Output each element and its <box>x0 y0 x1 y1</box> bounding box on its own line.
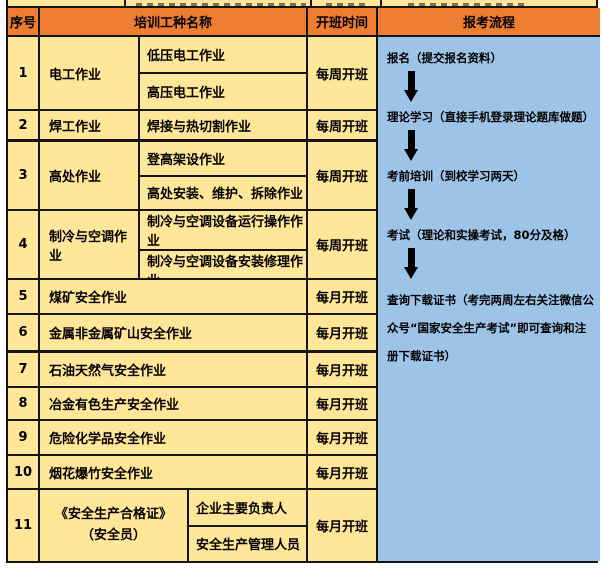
row-number: 4 <box>8 211 40 278</box>
row-number: 5 <box>8 280 40 313</box>
training-category-group: 《安全生产合格证》 （安全员） 企业主要负责人 安全生产管理人员 <box>40 490 308 561</box>
training-category: 焊工作业 <box>40 111 140 139</box>
row-number: 10 <box>8 456 40 488</box>
sub-item-list: 低压电工作业 高压电工作业 <box>140 37 306 109</box>
process-step: 理论学习（直接手机登录理论题库做题） <box>387 110 594 124</box>
training-category: 煤矿安全作业 <box>40 280 308 313</box>
col-header-time: 开班时间 <box>308 8 378 35</box>
table-canvas: 序号 培训工种名称 开班时间 1 电工作业 低压电工作业 高压电工作业 每周开班 <box>6 0 600 563</box>
table-row: 6 金属非金属矿山安全作业 每月开班 <box>8 315 378 353</box>
table-row: 4 制冷与空调作业 制冷与空调设备运行操作作业 制冷与空调设备安装修理作业 每周… <box>8 211 378 289</box>
divider <box>124 0 126 6</box>
training-category-group: 高处作业 登高架设作业 高处安装、维护、拆除作业 <box>40 142 308 209</box>
sub-item-list: 制冷与空调设备运行操作作业 制冷与空调设备安装修理作业 <box>140 211 306 289</box>
training-category: 危险化学品安全作业 <box>40 421 308 454</box>
table-row: 9 危险化学品安全作业 每月开班 <box>8 421 378 456</box>
training-category: 高处作业 <box>40 142 140 209</box>
schedule-cell: 每周开班 <box>308 111 378 139</box>
down-arrow-icon <box>404 71 419 102</box>
training-category: 制冷与空调作业 <box>40 211 140 278</box>
sub-item: 高处安装、维护、拆除作业 <box>140 174 306 210</box>
sub-item: 企业主要负责人 <box>196 501 288 517</box>
cutoff-row-top <box>6 0 598 6</box>
arrow-head <box>404 90 418 102</box>
training-category: 《安全生产合格证》 （安全员） <box>40 490 189 561</box>
schedule-cell: 每周开班 <box>308 37 378 109</box>
sub-item-list: 登高架设作业 高处安装、维护、拆除作业 <box>140 142 306 209</box>
table-row: 8 冶金有色生产安全作业 每月开班 <box>8 388 378 421</box>
table-row: 3 高处作业 登高架设作业 高处安装、维护、拆除作业 每周开班 <box>8 142 378 211</box>
training-category-group: 电工作业 低压电工作业 高压电工作业 <box>40 37 308 109</box>
training-category-group: 焊工作业 焊接与热切割作业 <box>40 111 308 139</box>
sub-item: 低压电工作业 <box>147 49 226 64</box>
clipped-text-fragment <box>408 3 528 6</box>
process-step: 考试（理论和实操考试，80分及格） <box>387 228 576 242</box>
arrow-stem <box>408 71 415 91</box>
training-category: 烟花爆竹安全作业 <box>40 456 308 488</box>
training-category: 电工作业 <box>40 37 140 109</box>
arrow-head <box>404 149 418 161</box>
arrow-head <box>404 208 418 220</box>
arrow-stem <box>408 248 415 268</box>
clipped-text-fragment <box>136 3 306 6</box>
category-line: 《安全生产合格证》 <box>54 506 172 522</box>
process-step: 查询下载证书（考完两周左右关注微信公众号“国家安全生产考试”即可查询和注册下载证… <box>387 293 594 364</box>
down-arrow-icon <box>404 248 419 279</box>
table-row: 7 石油天然气安全作业 每月开班 <box>8 353 378 388</box>
process-flow: 报名（提交报名资料） 理论学习（直接手机登录理论题库做题） 考前培训（到校学习两… <box>378 37 600 561</box>
schedule-cell: 每月开班 <box>308 353 378 386</box>
training-category: 石油天然气安全作业 <box>40 353 308 386</box>
table-row: 1 电工作业 低压电工作业 高压电工作业 每周开班 <box>8 37 378 111</box>
schedule-cell: 每月开班 <box>308 421 378 454</box>
sub-item: 安全生产管理人员 <box>189 524 306 562</box>
arrow-head <box>404 267 418 279</box>
schedule-cell: 每月开班 <box>308 315 378 350</box>
divider <box>310 0 312 6</box>
row-number: 11 <box>8 490 40 561</box>
divider <box>380 0 382 6</box>
row-number: 2 <box>8 111 40 139</box>
training-category-group: 制冷与空调作业 制冷与空调设备运行操作作业 制冷与空调设备安装修理作业 <box>40 211 308 289</box>
sub-item-list: 企业主要负责人 安全生产管理人员 <box>189 490 306 561</box>
clipped-text-fragment <box>326 3 370 6</box>
arrow-stem <box>408 130 415 150</box>
training-table: 序号 培训工种名称 开班时间 1 电工作业 低压电工作业 高压电工作业 每周开班 <box>6 6 600 563</box>
row-number: 6 <box>8 315 40 350</box>
col-header-process: 报考流程 <box>378 8 600 37</box>
col-header-no: 序号 <box>8 8 40 35</box>
table-row: 2 焊工作业 焊接与热切割作业 每周开班 <box>8 111 378 142</box>
process-step: 考前培训（到校学习两天） <box>387 169 525 183</box>
arrow-stem <box>408 189 415 209</box>
row-number: 9 <box>8 421 40 454</box>
schedule-cell: 每月开班 <box>308 490 378 561</box>
schedule-cell: 每月开班 <box>308 456 378 488</box>
sub-item: 高压电工作业 <box>140 72 306 109</box>
col-header-name: 培训工种名称 <box>40 8 308 35</box>
process-step: 报名（提交报名资料） <box>387 51 502 65</box>
schedule-cell: 每周开班 <box>308 142 378 209</box>
sub-item-list: 焊接与热切割作业 <box>140 111 306 139</box>
row-number: 3 <box>8 142 40 209</box>
schedule-cell: 每月开班 <box>308 388 378 419</box>
sub-item: 登高架设作业 <box>147 152 226 168</box>
process-panel: 报考流程 报名（提交报名资料） 理论学习（直接手机登录理论题库做题） 考前培训（… <box>378 8 600 561</box>
row-number: 1 <box>8 37 40 109</box>
table-row: 11 《安全生产合格证》 （安全员） 企业主要负责人 安全生产管理人员 每月开班 <box>8 490 378 561</box>
training-category: 冶金有色生产安全作业 <box>40 388 308 419</box>
table-row: 10 烟花爆竹安全作业 每月开班 <box>8 456 378 490</box>
row-number: 8 <box>8 388 40 419</box>
schedule-cell: 每周开班 <box>308 211 378 278</box>
sub-item: 焊接与热切割作业 <box>147 119 252 135</box>
table-row: 5 煤矿安全作业 每月开班 <box>8 280 378 315</box>
schedule-cell: 每月开班 <box>308 280 378 313</box>
down-arrow-icon <box>404 189 419 220</box>
table-left-section: 序号 培训工种名称 开班时间 1 电工作业 低压电工作业 高压电工作业 每周开班 <box>8 8 378 561</box>
sub-item: 制冷与空调设备运行操作作业 <box>147 215 304 249</box>
header-row: 序号 培训工种名称 开班时间 <box>8 8 378 37</box>
training-category: 金属非金属矿山安全作业 <box>40 315 308 350</box>
category-line: （安全员） <box>80 527 146 543</box>
row-number: 7 <box>8 353 40 386</box>
down-arrow-icon <box>404 130 419 161</box>
